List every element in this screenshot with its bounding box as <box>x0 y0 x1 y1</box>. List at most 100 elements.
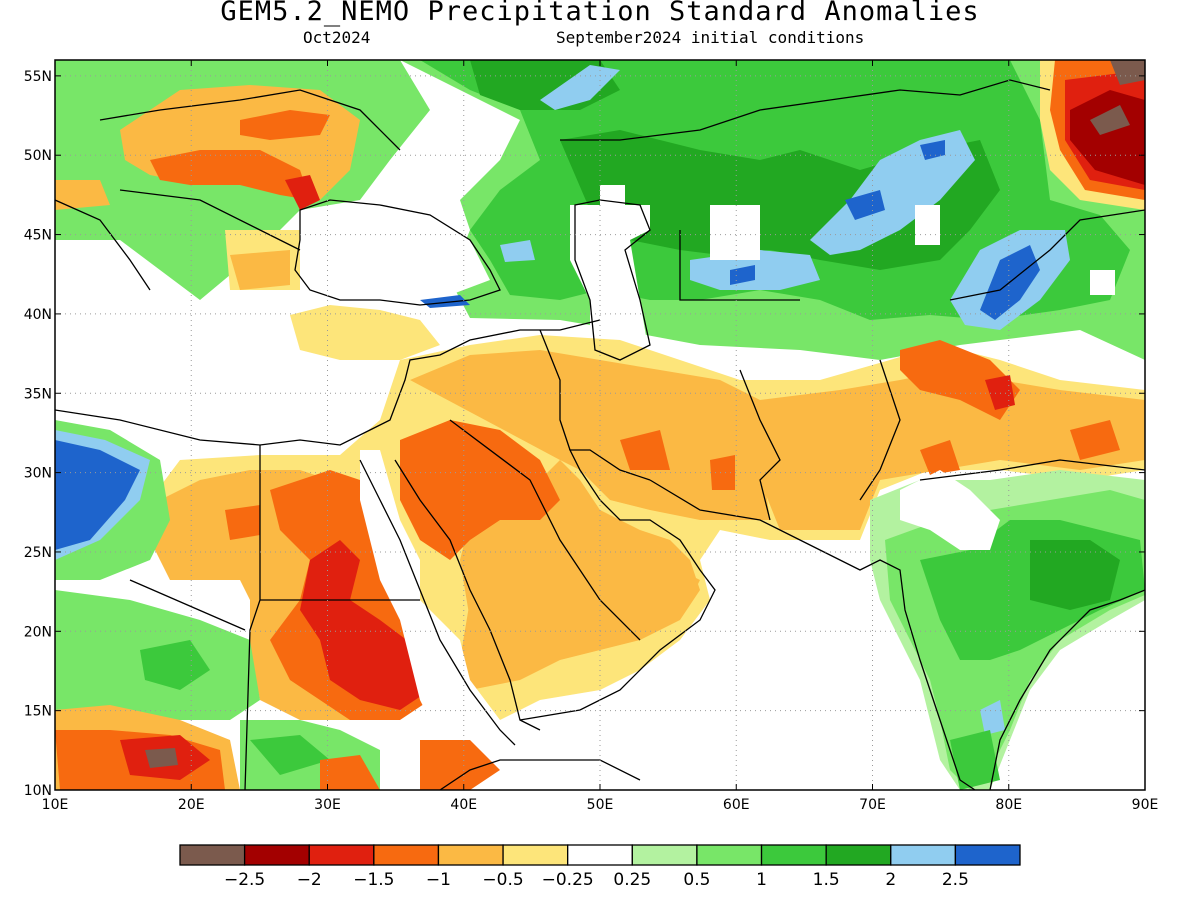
lat-tick-label: 45N <box>24 228 52 244</box>
colorbar-label: −2.5 <box>224 870 265 890</box>
coastline <box>394 459 541 731</box>
anomaly-region <box>1090 270 1115 295</box>
colorbar-swatch <box>954 844 1021 866</box>
anomaly-region <box>1090 105 1130 135</box>
anomaly-region <box>980 700 1005 735</box>
anomaly-region <box>920 140 945 160</box>
anomaly-region <box>1110 60 1145 85</box>
country-border <box>919 459 1145 481</box>
country-border <box>739 369 781 521</box>
coastline <box>989 589 1145 790</box>
country-border <box>560 79 1051 141</box>
lon-tick-label: 40E <box>450 797 477 813</box>
lat-tick-label: 50N <box>24 148 52 164</box>
country-border <box>129 579 246 631</box>
colorbar-label: −0.5 <box>482 870 523 890</box>
anomaly-region <box>140 640 210 690</box>
colorbar-swatch <box>631 844 698 866</box>
colorbar: −2.5 −2 −1.5 −1 −0.5 −0.25 0.25 0.5 1 1.5 2 2.5 <box>179 844 1021 890</box>
anomaly-region <box>400 420 560 560</box>
colorbar-swatch <box>502 844 569 866</box>
colorbar-label: 1.5 <box>813 870 840 890</box>
anomaly-region <box>1070 420 1120 460</box>
anomaly-region <box>520 690 900 790</box>
lat-tick-label: 10N <box>24 783 52 799</box>
colorbar-swatch <box>760 844 827 866</box>
coastline <box>439 759 641 790</box>
coastline <box>294 199 501 306</box>
colorbar-swatch <box>243 844 310 866</box>
anomaly-region <box>710 455 735 490</box>
anomaly-region <box>150 150 310 200</box>
anomaly-region <box>1070 90 1145 185</box>
lon-tick-label: 80E <box>995 797 1022 813</box>
lat-tick-label: 15N <box>24 704 52 720</box>
anomaly-region <box>250 735 330 775</box>
lat-tick-label: 20N <box>24 624 52 640</box>
anomaly-region <box>845 190 885 220</box>
lon-tick-label: 70E <box>859 797 886 813</box>
colorbar-label: −2 <box>297 870 322 890</box>
anomaly-region <box>240 110 330 140</box>
anomaly-region <box>55 240 330 410</box>
lon-tick-label: 10E <box>42 797 69 813</box>
coastline <box>574 199 651 361</box>
lat-tick-label: 30N <box>24 466 52 482</box>
anomaly-region <box>145 748 178 768</box>
anomaly-region <box>360 450 510 780</box>
country-border <box>539 329 571 451</box>
initial-conditions: September2024 initial conditions <box>556 28 865 47</box>
colorbar-swatch <box>308 844 375 866</box>
lon-tick-label: 20E <box>178 797 205 813</box>
colorbar-swatch <box>890 844 957 866</box>
anomaly-region <box>810 130 975 255</box>
anomaly-region <box>290 305 440 360</box>
colorbar-label: −0.25 <box>542 870 594 890</box>
anomaly-region <box>620 430 670 470</box>
anomaly-region <box>600 185 625 210</box>
colorbar-label: 2 <box>885 870 896 890</box>
colorbar-label: −1.5 <box>353 870 394 890</box>
country-border <box>679 230 800 301</box>
forecast-month: Oct2024 <box>303 28 371 47</box>
lon-tick-label: 50E <box>587 797 614 813</box>
lon-tick-label: 90E <box>1132 797 1159 813</box>
anomaly-region <box>55 180 110 210</box>
colorbar-swatch <box>179 844 246 866</box>
country-border <box>449 419 641 641</box>
anomaly-region <box>300 205 490 300</box>
coastline <box>359 459 516 746</box>
latitude-axis: 10N 15N 20N 25N 30N 35N 40N 45N 50N 55N <box>24 69 1145 799</box>
anomaly-region <box>500 240 535 262</box>
graticule <box>55 60 1145 790</box>
anomaly-region <box>570 205 650 360</box>
coastline <box>519 449 716 721</box>
country-border <box>859 359 901 501</box>
coastline <box>649 479 976 790</box>
anomaly-region <box>1030 540 1120 610</box>
lat-tick-label: 25N <box>24 545 52 561</box>
country-border <box>244 445 261 790</box>
anomaly-region <box>920 440 960 475</box>
anomaly-region <box>420 740 500 790</box>
lat-tick-label: 35N <box>24 386 52 402</box>
anomaly-region <box>420 295 470 308</box>
lat-tick-label: 40N <box>24 307 52 323</box>
anomaly-region <box>915 205 940 245</box>
country-border <box>55 199 151 291</box>
anomaly-region <box>55 440 140 550</box>
colorbar-swatch <box>825 844 892 866</box>
colorbar-swatch <box>373 844 440 866</box>
country-border <box>99 89 401 151</box>
map-title: GEM5.2_NEMO Precipitation Standard Anoma… <box>220 0 980 27</box>
colorbar-swatch <box>567 844 633 866</box>
country-border <box>949 209 1145 301</box>
lon-tick-label: 60E <box>723 797 750 813</box>
anomaly-region <box>300 540 430 710</box>
lon-tick-label: 30E <box>314 797 341 813</box>
anomaly-region <box>985 375 1015 410</box>
colorbar-label: 0.5 <box>683 870 710 890</box>
colorbar-swatch <box>696 844 763 866</box>
coastlines <box>55 79 1145 790</box>
